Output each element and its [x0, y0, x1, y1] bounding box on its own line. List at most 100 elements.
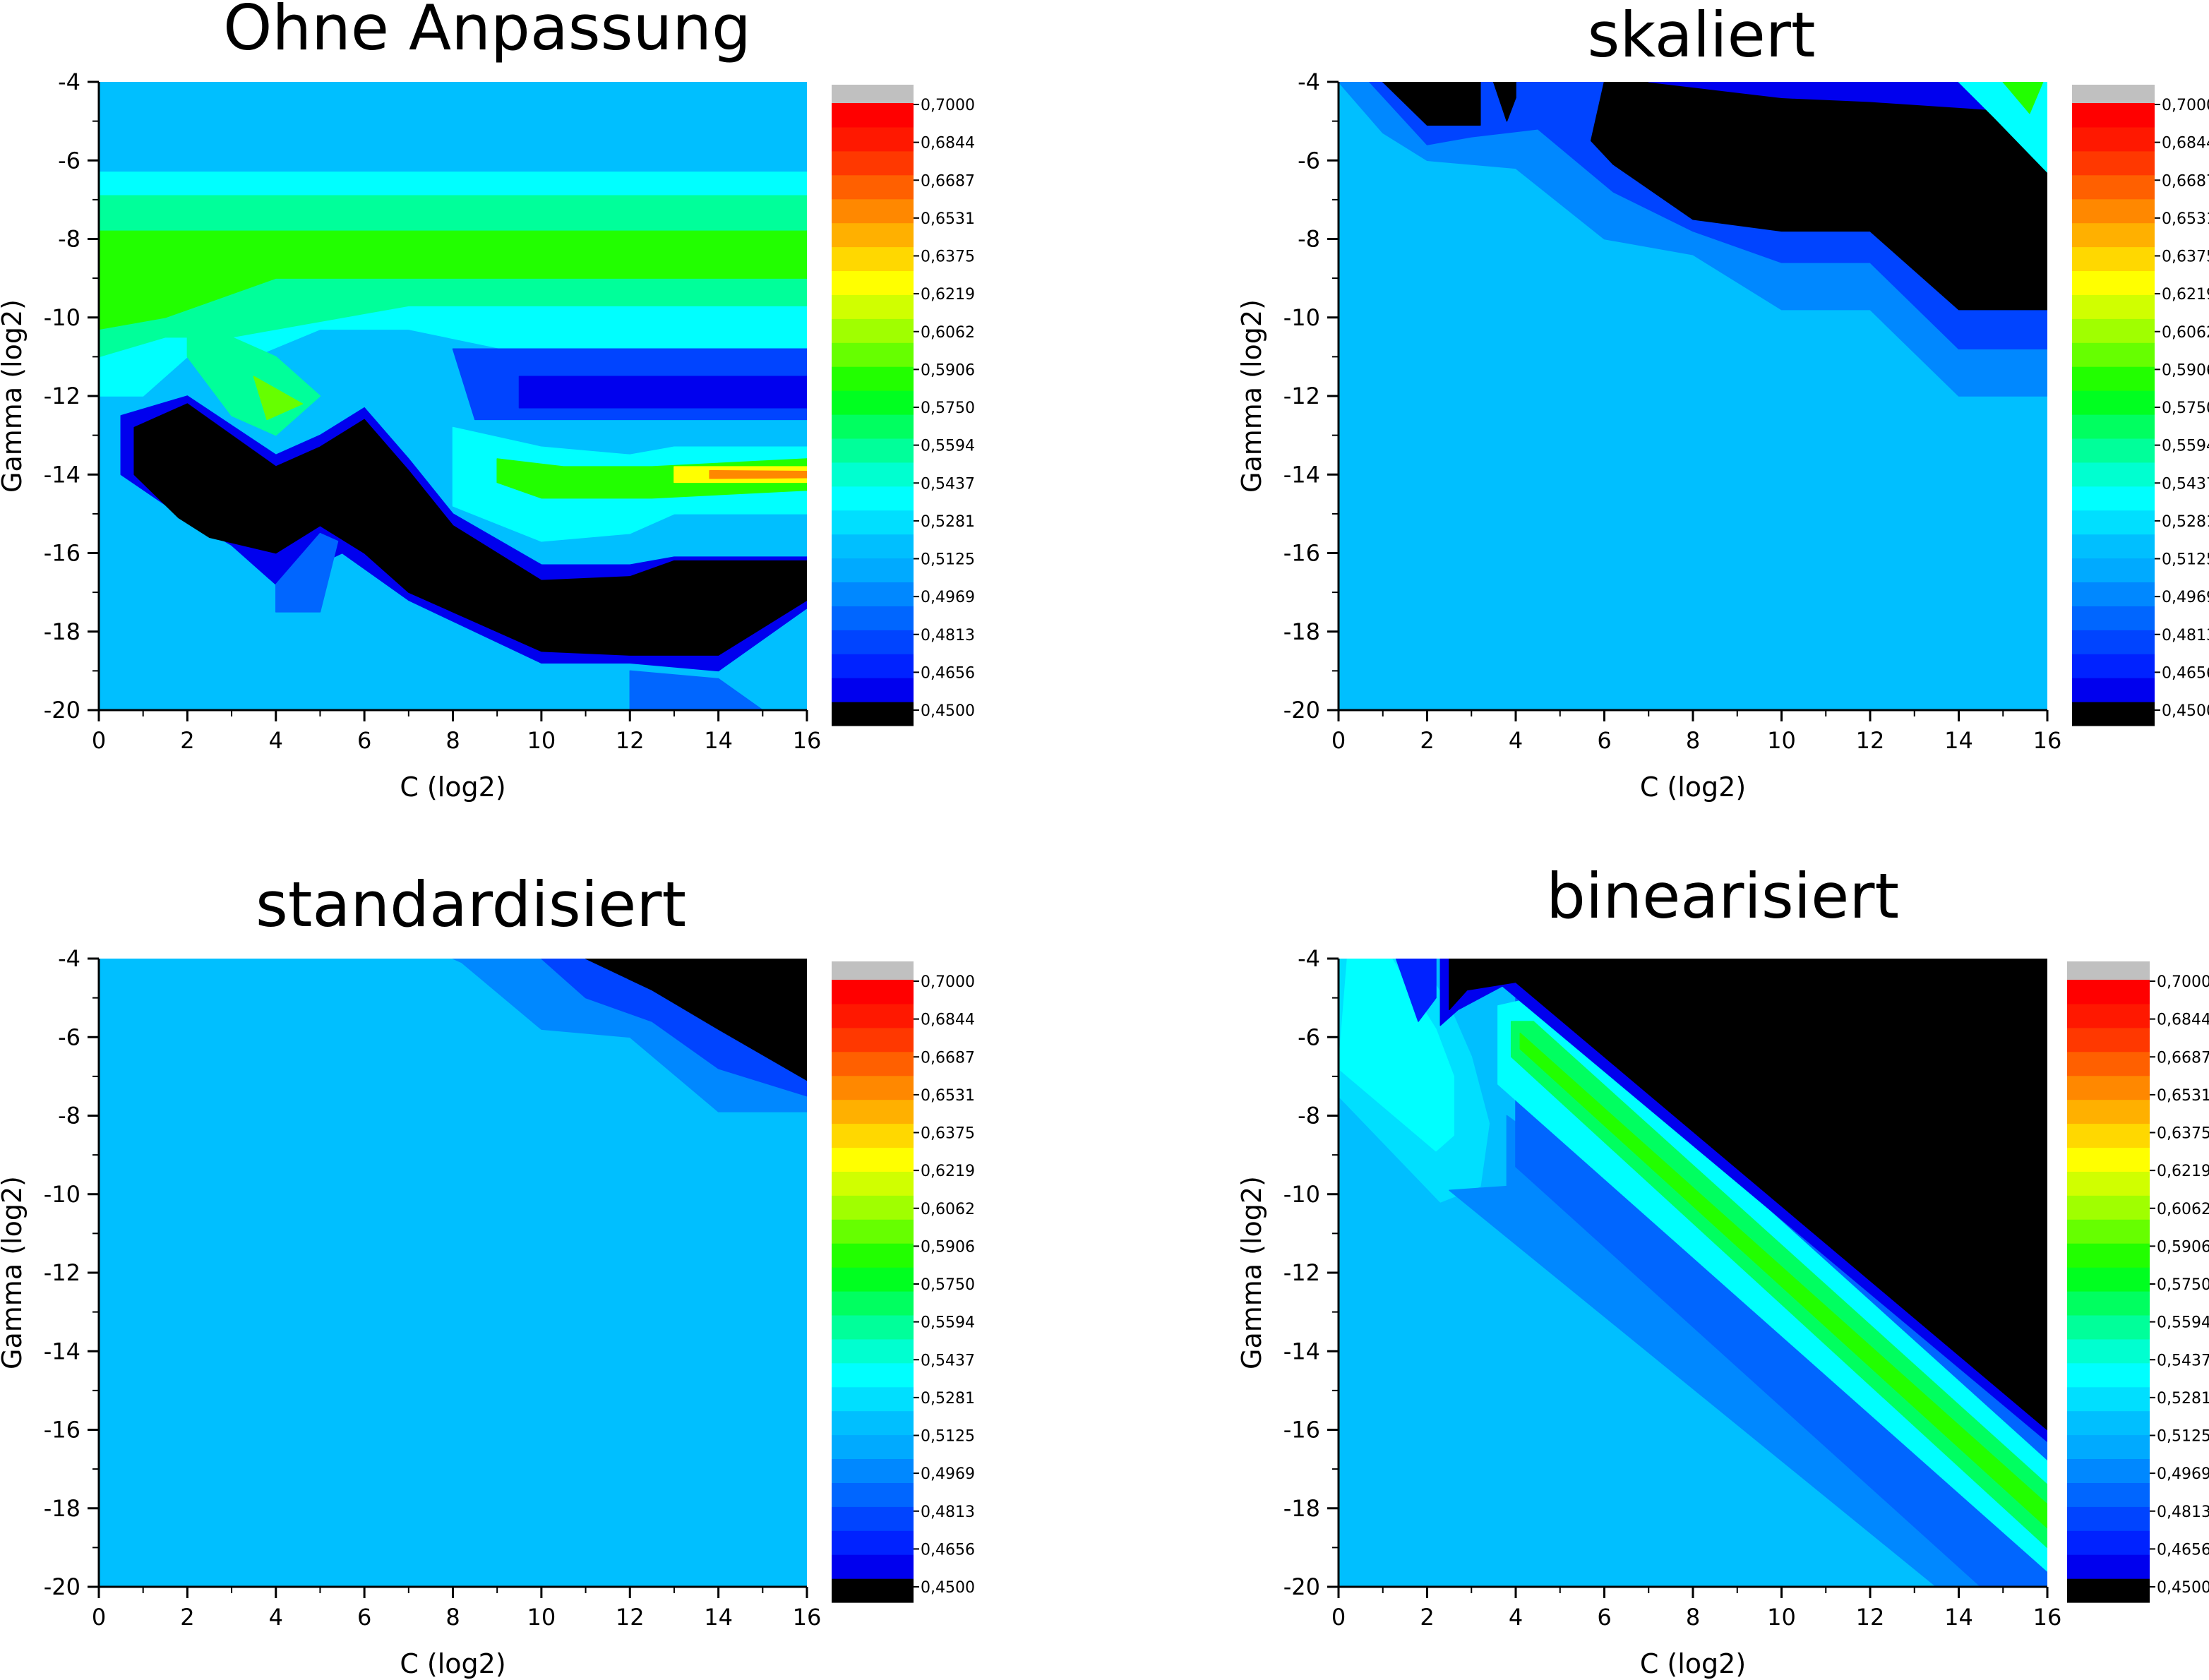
- x-tick-label: 6: [357, 727, 371, 754]
- colorbar-swatch: [2072, 294, 2155, 319]
- colorbar: 0,7000 0,6844 0,6687 0,6531 0,6375 0,6219 0,60…: [832, 961, 975, 1603]
- x-axis-label: C (log2): [400, 1648, 505, 1679]
- x-tick-label: 10: [1767, 1604, 1796, 1631]
- colorbar-swatch: [2067, 1362, 2150, 1388]
- colorbar-swatch: [832, 103, 914, 128]
- y-tick-label: -8: [1298, 226, 1320, 253]
- colorbar-tick-label: 0,6687: [921, 172, 975, 190]
- colorbar-tick-label: 0,5125: [921, 1428, 975, 1446]
- colorbar-tick-label: 0,6531: [921, 1087, 975, 1105]
- colorbar-swatch: [2072, 222, 2155, 248]
- colorbar-swatch: [2072, 678, 2155, 702]
- colorbar-swatch: [832, 702, 914, 726]
- colorbar-tick-label: 0,4500: [2157, 1579, 2209, 1597]
- colorbar-tick-label: 0,6687: [2157, 1049, 2209, 1067]
- y-tick-label: -12: [1283, 383, 1320, 409]
- colorbar-swatch: [2072, 150, 2155, 176]
- colorbar-swatch: [2067, 1554, 2150, 1579]
- y-tick-label: -14: [44, 1338, 80, 1364]
- contour-region: [1395, 959, 1437, 1022]
- x-tick-label: 4: [1509, 1604, 1523, 1631]
- colorbar-swatch: [2072, 390, 2155, 415]
- colorbar-tick-label: 0,5750: [921, 1276, 975, 1294]
- x-tick-label: 8: [445, 727, 460, 754]
- y-tick-label: -18: [44, 1495, 80, 1522]
- colorbar-swatch: [2067, 1291, 2150, 1316]
- colorbar-swatch: [832, 1195, 914, 1220]
- y-tick-label: -16: [1283, 540, 1320, 567]
- x-tick-label: 14: [1944, 1604, 1973, 1631]
- y-tick-label: -14: [1283, 461, 1320, 488]
- colorbar-swatch: [2072, 510, 2155, 535]
- colorbar-tick-label: 0,5281: [2162, 513, 2209, 531]
- x-tick-label: 14: [704, 1604, 733, 1631]
- contour-region: [629, 670, 764, 710]
- y-tick-label: -6: [1298, 147, 1320, 174]
- colorbar-swatch: [2072, 246, 2155, 271]
- colorbar-tick-label: 0,5125: [2162, 551, 2209, 569]
- colorbar-swatch: [832, 1530, 914, 1555]
- colorbar-swatch: [832, 270, 914, 295]
- colorbar-tick-label: 0,5437: [2157, 1352, 2209, 1369]
- heatmap-plot-area: [99, 82, 807, 710]
- colorbar-tick-label: 0,5281: [921, 1390, 975, 1408]
- colorbar-swatch: [2072, 702, 2155, 726]
- colorbar-swatch: [2067, 1410, 2150, 1436]
- colorbar-tick-label: 0,5750: [2162, 400, 2209, 417]
- colorbar-overflow-swatch: [832, 961, 914, 980]
- colorbar-swatch: [832, 174, 914, 200]
- colorbar-tick-label: 0,6375: [921, 248, 975, 266]
- y-tick-label: -20: [1283, 697, 1320, 724]
- colorbar-swatch: [2072, 486, 2155, 511]
- colorbar-tick-label: 0,4500: [921, 702, 975, 720]
- colorbar-swatch: [832, 980, 914, 1004]
- colorbar-swatch: [2072, 606, 2155, 630]
- y-tick-label: -10: [1283, 1181, 1320, 1208]
- y-tick-label: -6: [58, 147, 80, 174]
- y-tick-label: -16: [44, 1417, 80, 1444]
- colorbar-swatch: [832, 486, 914, 511]
- colorbar-swatch: [832, 366, 914, 391]
- axes: 0 2 4 6 8 10 12 14 16 -4 -6 -8 -10 -12 -14 -16 -18 -20: [44, 945, 822, 1631]
- colorbar-swatch: [2067, 980, 2150, 1004]
- colorbar-tick-label: 0,5125: [921, 551, 975, 569]
- colorbar-swatch: [2072, 174, 2155, 200]
- colorbar-tick-label: 0,6062: [921, 324, 975, 342]
- x-tick-label: 10: [1767, 727, 1796, 754]
- colorbar-tick-label: 0,6219: [2162, 286, 2209, 304]
- colorbar-overflow-swatch: [832, 85, 914, 103]
- x-tick-label: 10: [527, 727, 556, 754]
- colorbar-tick-label: 0,4813: [2157, 1504, 2209, 1521]
- colorbar-swatch: [2067, 1482, 2150, 1507]
- colorbar-tick-label: 0,6844: [2157, 1012, 2209, 1029]
- colorbar-tick-label: 0,5125: [2157, 1428, 2209, 1446]
- colorbar-tick-label: 0,6687: [2162, 172, 2209, 190]
- colorbar-swatch: [2072, 654, 2155, 678]
- colorbar-swatch: [2072, 438, 2155, 463]
- contour-region: [2002, 82, 2044, 114]
- x-tick-label: 4: [1509, 727, 1523, 754]
- colorbar-swatch: [832, 1123, 914, 1148]
- contour-region: [1519, 1032, 2047, 1529]
- colorbar-swatch: [2067, 1003, 2150, 1028]
- colorbar-tick-label: 0,5750: [2157, 1276, 2209, 1294]
- colorbar-swatch: [832, 414, 914, 439]
- colorbar-tick-label: 0,4969: [921, 589, 975, 606]
- colorbar-swatch: [832, 558, 914, 582]
- colorbar-tick-label: 0,7000: [2162, 97, 2209, 114]
- colorbar-swatch: [2072, 103, 2155, 128]
- colorbar-tick-label: 0,5594: [2162, 438, 2209, 455]
- chart-title: skaliert: [1588, 0, 1816, 71]
- colorbar-tick-label: 0,7000: [921, 973, 975, 991]
- colorbar-swatch: [832, 342, 914, 367]
- colorbar-tick-label: 0,4656: [2157, 1541, 2209, 1559]
- colorbar-swatch: [832, 1338, 914, 1364]
- contour-region: [133, 403, 807, 656]
- colorbar-swatch: [2067, 1171, 2150, 1196]
- colorbar-tick-label: 0,5437: [2162, 475, 2209, 493]
- x-tick-label: 16: [793, 727, 822, 754]
- colorbar-swatch: [2067, 1506, 2150, 1531]
- colorbar-swatch: [2067, 1051, 2150, 1076]
- colorbar-swatch: [832, 294, 914, 319]
- colorbar-swatch: [832, 1458, 914, 1483]
